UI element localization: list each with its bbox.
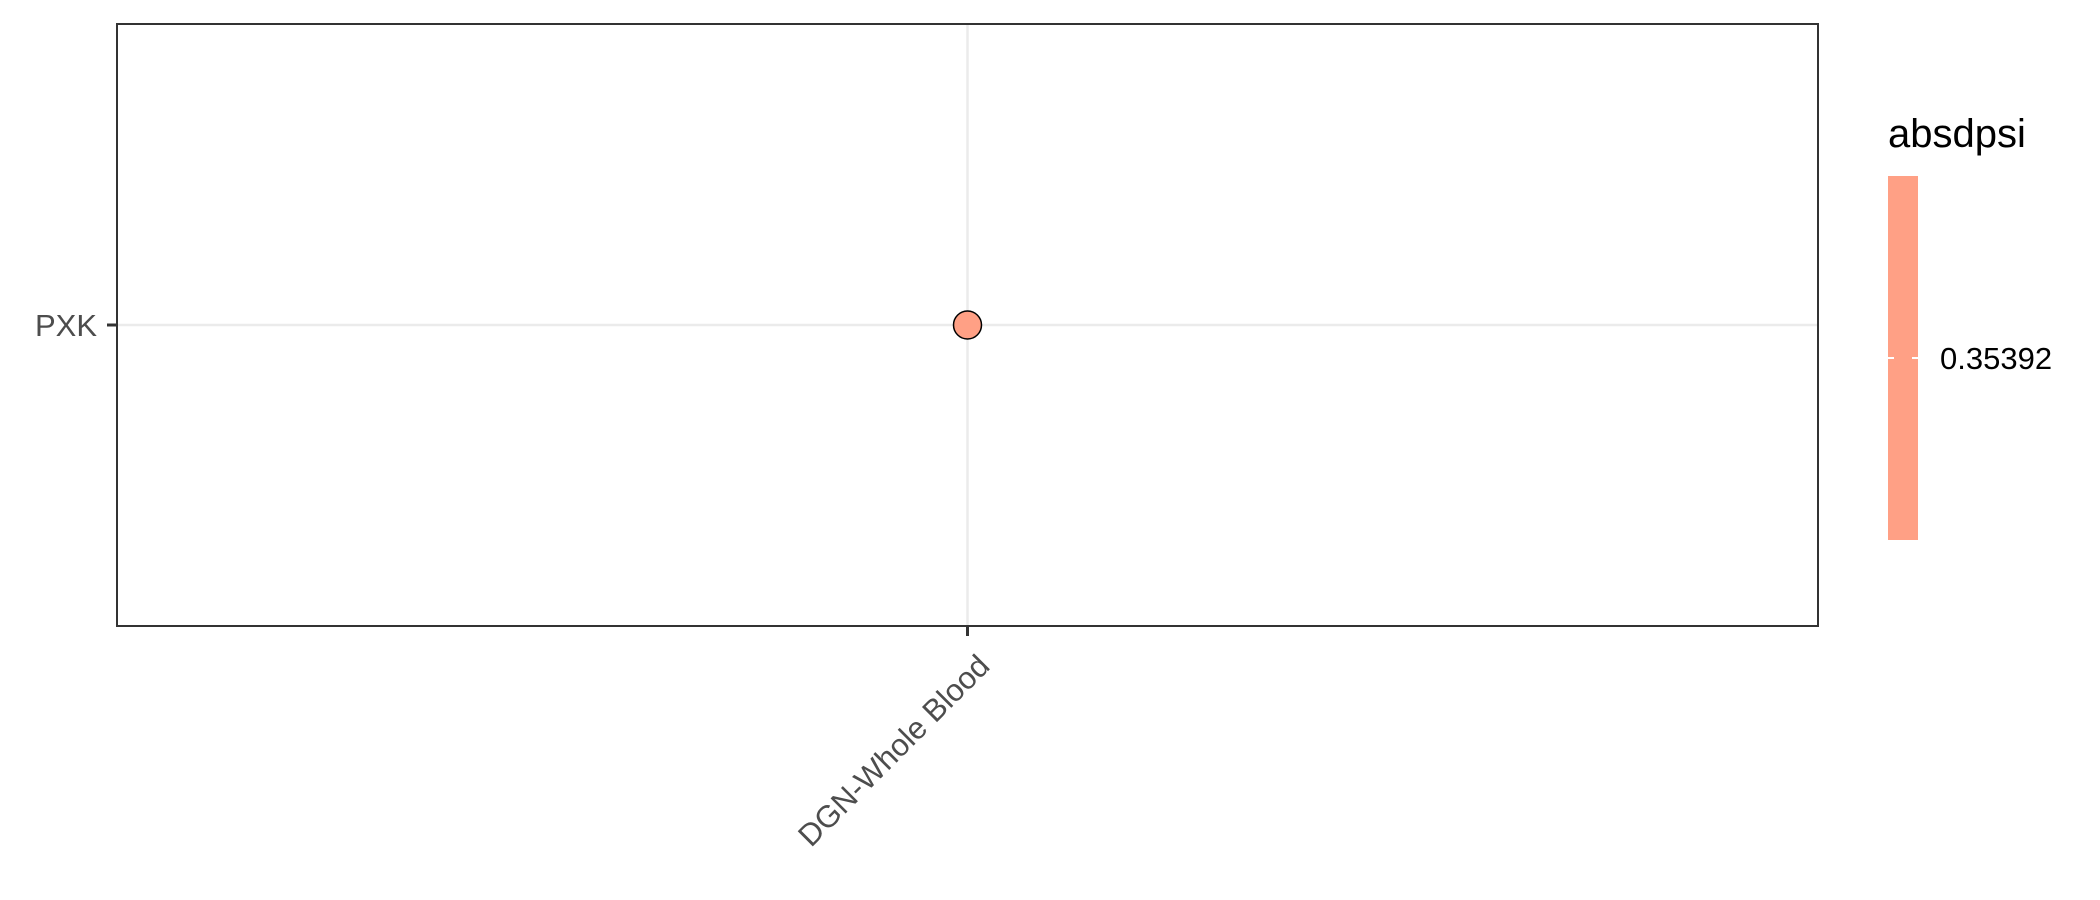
data-points [952, 310, 983, 340]
y-axis: PXK [35, 308, 117, 343]
data-point [952, 310, 983, 340]
legend-label: 0.35392 [1940, 341, 2052, 376]
legend-title: absdpsi [1888, 112, 2026, 156]
plot-panel [116, 23, 1819, 627]
legend: absdpsi 0.35392 [1888, 112, 2052, 540]
y-tick-label: PXK [35, 308, 97, 343]
